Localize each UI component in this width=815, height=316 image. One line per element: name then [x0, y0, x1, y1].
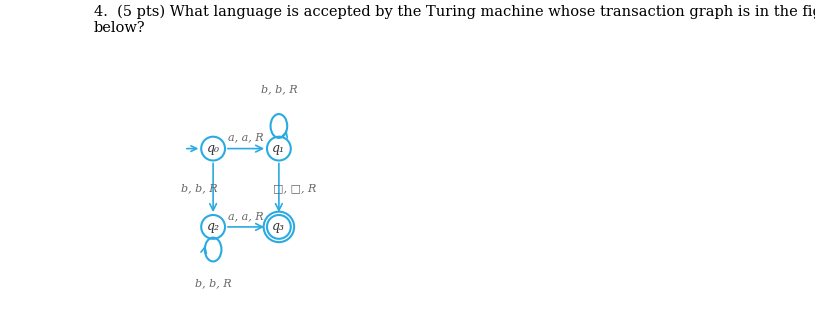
Text: a, a, R: a, a, R [228, 211, 264, 221]
Ellipse shape [201, 215, 225, 239]
Text: □, □, R: □, □, R [273, 183, 316, 193]
Text: 4.  (5 pts) What language is accepted by the Turing machine whose transaction gr: 4. (5 pts) What language is accepted by … [94, 4, 815, 35]
Ellipse shape [201, 137, 225, 161]
Text: q₂: q₂ [207, 220, 219, 234]
Ellipse shape [267, 137, 291, 161]
Text: a, a, R: a, a, R [228, 133, 264, 143]
Text: b, b, R: b, b, R [195, 278, 231, 288]
Text: b, b, R: b, b, R [181, 183, 218, 193]
Text: q₃: q₃ [272, 220, 285, 234]
Text: q₀: q₀ [207, 142, 219, 155]
Text: b, b, R: b, b, R [261, 84, 297, 94]
Text: q₁: q₁ [272, 142, 285, 155]
Ellipse shape [267, 215, 291, 239]
